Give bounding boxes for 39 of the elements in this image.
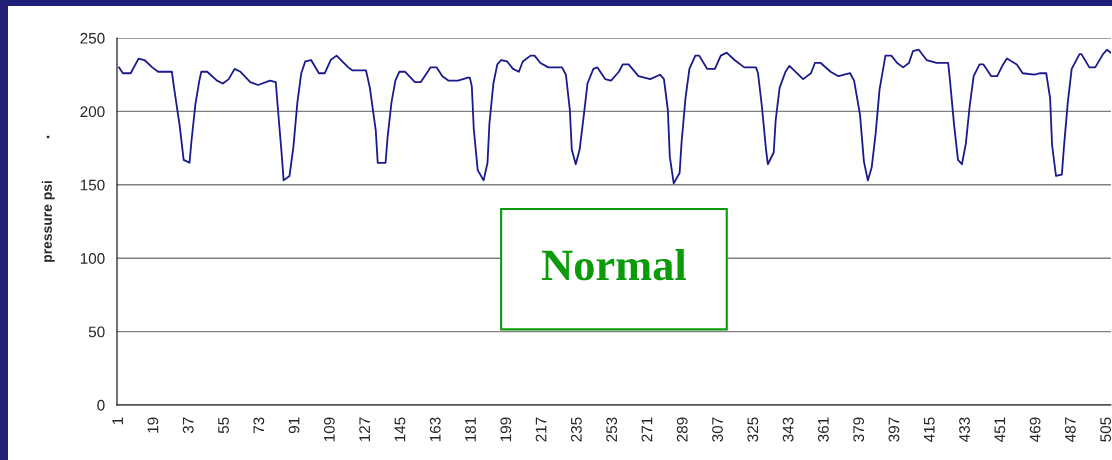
y-tick-label: 50 <box>88 326 105 338</box>
x-tick-label: 1 <box>112 417 123 425</box>
x-tick-label: 487 <box>1064 417 1076 442</box>
annotation: Normal <box>541 249 686 281</box>
x-tick-label: 55 <box>218 417 229 434</box>
text: . <box>46 135 50 139</box>
x-tick-label: 271 <box>641 417 653 442</box>
x-tick-label: 289 <box>676 417 688 442</box>
x-tick-label: 145 <box>394 417 406 442</box>
x-tick-label: 73 <box>253 417 265 434</box>
x-tick-label: 343 <box>782 417 794 442</box>
y-tick-label: 200 <box>80 106 105 118</box>
x-tick-label: 217 <box>535 417 547 442</box>
x-tick-label: 37 <box>182 417 194 434</box>
x-tick-label: 451 <box>994 417 1006 442</box>
x-tick-label: 307 <box>712 417 723 442</box>
x-tick-label: 109 <box>323 417 335 442</box>
y-tick-label: 0 <box>97 399 105 411</box>
y-tick-label: 250 <box>80 32 105 44</box>
x-tick-label: 19 <box>147 417 159 433</box>
x-tick-label: 361 <box>817 417 829 442</box>
x-tick-label: 253 <box>606 417 618 442</box>
x-tick-label: 91 <box>288 417 300 434</box>
x-tick-label: 379 <box>853 417 865 442</box>
line-series <box>118 48 1111 185</box>
x-tick-label: 181 <box>465 417 476 442</box>
x-tick-label: 235 <box>570 417 582 442</box>
x-tick-label: 415 <box>923 417 935 442</box>
y-axis-title: pressure psi <box>41 181 55 262</box>
x-tick-label: 433 <box>959 417 970 442</box>
x-tick-label: 397 <box>888 417 900 442</box>
x-tick-label: 163 <box>429 417 441 442</box>
x-tick-label: 127 <box>359 417 370 442</box>
x-tick-label: 199 <box>500 417 512 442</box>
y-tick-label: 100 <box>80 253 105 264</box>
x-tick-label: 469 <box>1029 417 1041 442</box>
x-tick-label: 505 <box>1100 417 1112 442</box>
x-tick-label: 325 <box>747 417 759 442</box>
y-tick-label: 150 <box>80 179 105 191</box>
